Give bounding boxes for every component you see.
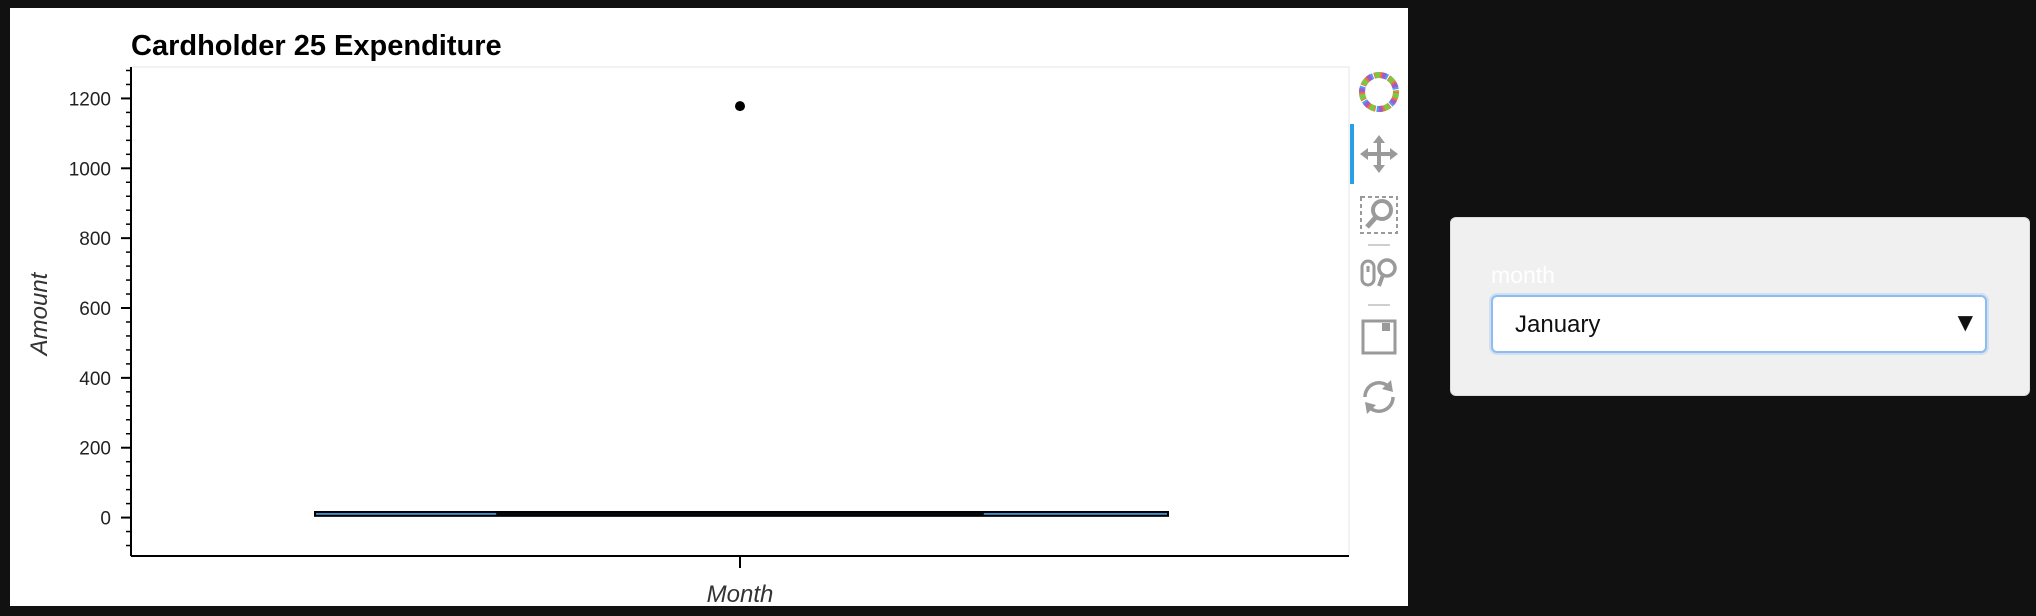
- toolbar-separator: [1368, 244, 1390, 246]
- pan-tool-icon[interactable]: [1356, 131, 1402, 177]
- y-tick-label: 600: [79, 299, 111, 320]
- active-tool-indicator: [1350, 124, 1354, 184]
- box-zoom-tool-icon[interactable]: [1356, 192, 1402, 238]
- plot-panel: Cardholder 25 Expenditure 0 200 400 600 800 1…: [10, 8, 1408, 606]
- y-tick-label: 1000: [69, 159, 111, 180]
- y-axis-ticks: [121, 69, 741, 568]
- y-tick-label: 400: [79, 369, 111, 390]
- plot-frame: [130, 66, 1350, 557]
- bokeh-logo-icon[interactable]: [1356, 69, 1402, 115]
- month-select-value: January: [1515, 311, 1601, 338]
- month-select[interactable]: January ▼: [1491, 295, 1987, 353]
- month-widget-panel: month January ▼: [1450, 217, 2030, 396]
- y-tick-label: 0: [100, 509, 111, 530]
- dropdown-arrow-icon: ▼: [1957, 310, 1973, 334]
- x-axis-label: Month: [707, 581, 774, 606]
- toolbar-separator: [1368, 304, 1390, 306]
- y-tick-label: 800: [79, 229, 111, 250]
- y-axis-tick-labels: 0 200 400 600 800 1000 1200: [69, 89, 111, 529]
- y-tick-label: 200: [79, 439, 111, 460]
- reset-tool-icon[interactable]: [1356, 374, 1402, 420]
- box-plot-chart: Cardholder 25 Expenditure 0 200 400 600 800 1…: [26, 30, 1350, 606]
- plot-toolbar: [1350, 64, 1408, 424]
- outlier-point: [735, 101, 745, 112]
- chart-title: Cardholder 25 Expenditure: [131, 30, 502, 62]
- save-tool-icon[interactable]: [1356, 314, 1402, 360]
- y-axis-label: Amount: [26, 271, 53, 357]
- y-tick-label: 1200: [69, 89, 111, 110]
- wheel-zoom-tool-icon[interactable]: [1356, 252, 1402, 298]
- box-layer: [314, 101, 1169, 517]
- month-select-label: month: [1491, 262, 1555, 288]
